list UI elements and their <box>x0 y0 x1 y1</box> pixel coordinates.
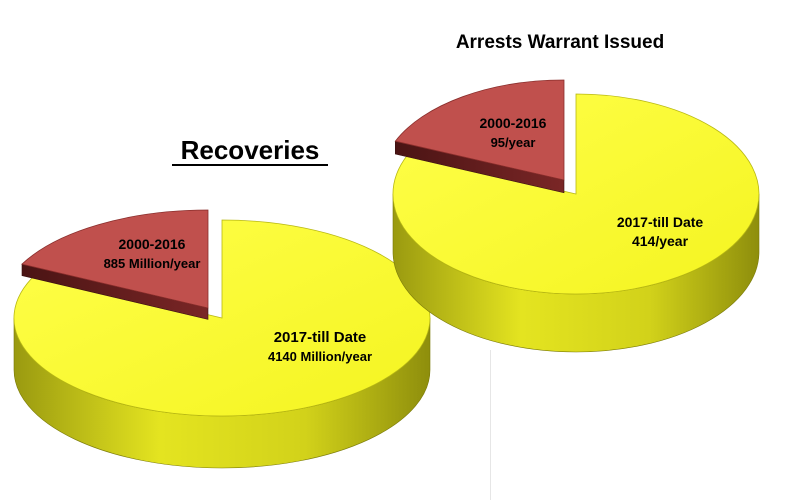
divider-line <box>490 350 491 500</box>
arrests-title: Arrests Warrant Issued <box>456 32 664 53</box>
arrests-value-2000-2016: 95/year <box>491 135 536 150</box>
recoveries-value-2017: 4140 Million/year <box>268 349 372 364</box>
recoveries-slice-2000-2016 <box>21 209 209 309</box>
arrests-value-2017: 414/year <box>632 233 689 249</box>
recoveries-label-2017: 2017-till Date <box>274 329 367 346</box>
arrests-slice-2017 <box>392 93 760 295</box>
arrests-pie <box>392 79 760 353</box>
recoveries-chart: Recoveries 2000-2016 885 Million/year 20… <box>13 135 431 469</box>
arrests-slice-2000-2016 <box>394 79 565 181</box>
recoveries-pie <box>13 209 431 469</box>
recoveries-label-2000-2016: 2000-2016 <box>119 236 186 252</box>
arrests-chart: Arrests Warrant Issued 2000-2016 95/year… <box>392 32 760 353</box>
arrests-label-2000-2016: 2000-2016 <box>480 115 547 131</box>
arrests-label-2017: 2017-till Date <box>617 214 704 230</box>
recoveries-title: Recoveries <box>181 135 320 165</box>
recoveries-slice-2017 <box>13 219 431 417</box>
recoveries-value-2000-2016: 885 Million/year <box>104 256 201 271</box>
